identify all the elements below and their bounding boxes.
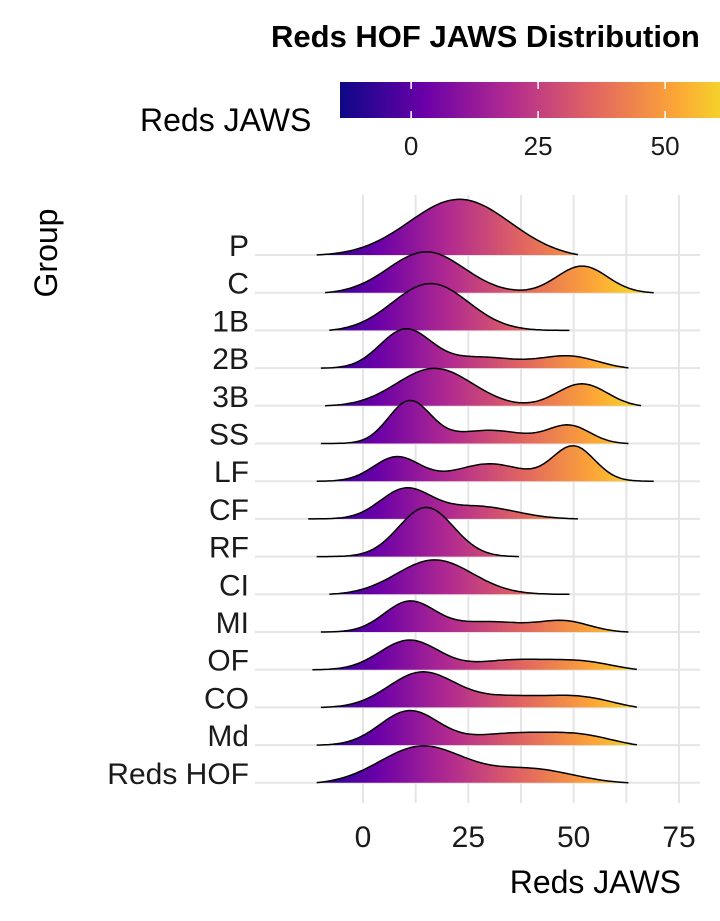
y-tick-label: CF bbox=[209, 494, 249, 527]
colorbar-title: Reds JAWS bbox=[140, 102, 311, 138]
y-tick-label: Md bbox=[207, 720, 249, 753]
ridge-md bbox=[316, 709, 638, 746]
ridge-c bbox=[325, 251, 654, 294]
ridge-of bbox=[312, 639, 637, 671]
ridge-outline bbox=[316, 444, 654, 482]
ridge-outline bbox=[329, 559, 570, 596]
ridge-outline bbox=[320, 328, 629, 369]
y-tick-label: CO bbox=[204, 682, 249, 715]
y-tick-label: Reds HOF bbox=[107, 758, 249, 791]
ridge-outline bbox=[316, 745, 629, 784]
y-tick-label: OF bbox=[207, 645, 249, 678]
ridge-outline bbox=[316, 709, 638, 746]
y-tick-label: SS bbox=[209, 419, 249, 452]
ridge-fill bbox=[320, 671, 637, 708]
ridge-fill bbox=[312, 640, 637, 670]
colorbar-tick-label: 0 bbox=[404, 131, 418, 161]
ridge-fill bbox=[325, 251, 654, 293]
ridge-outline bbox=[329, 282, 570, 332]
ridge-1b bbox=[329, 282, 570, 332]
y-tick-label: 1B bbox=[212, 305, 249, 338]
ridge-rf bbox=[316, 506, 519, 558]
y-tick-label: RF bbox=[209, 532, 249, 565]
ridge-fill bbox=[320, 600, 629, 632]
ridge-fill bbox=[325, 368, 642, 406]
ridge-mi bbox=[320, 600, 629, 633]
chart-title: Reds HOF JAWS Distribution bbox=[271, 19, 700, 54]
y-tick-label: P bbox=[229, 230, 249, 263]
y-tick-label: 3B bbox=[212, 381, 249, 414]
x-tick-label: 75 bbox=[662, 821, 695, 854]
ridge-ss bbox=[320, 399, 629, 445]
ridge-outline bbox=[320, 671, 638, 709]
ridge-outline bbox=[325, 251, 654, 294]
x-axis-title: Reds JAWS bbox=[510, 864, 681, 900]
ridge-3b bbox=[325, 367, 642, 407]
ridge-2b bbox=[320, 328, 629, 369]
ridge-co bbox=[320, 671, 638, 709]
ridge-ci bbox=[329, 559, 570, 596]
x-tick-label: 0 bbox=[355, 821, 372, 854]
ridge-fill bbox=[316, 199, 578, 255]
ridge-outline bbox=[316, 506, 519, 558]
y-axis-title: Group bbox=[28, 209, 64, 298]
ridge-fill bbox=[320, 400, 629, 444]
x-tick-label: 25 bbox=[452, 821, 485, 854]
ridge-fill bbox=[316, 745, 629, 783]
y-tick-label: CI bbox=[219, 569, 249, 602]
ridge-reds-hof bbox=[316, 745, 629, 784]
ridge-fill bbox=[316, 507, 519, 557]
colorbar-tick-label: 50 bbox=[651, 131, 680, 161]
ridge-cf bbox=[308, 487, 578, 520]
colorbar-tick-label: 25 bbox=[524, 131, 553, 161]
ridge-fill bbox=[320, 328, 629, 369]
ridge-outline bbox=[316, 198, 579, 256]
y-tick-label: C bbox=[227, 268, 249, 301]
x-tick-label: 50 bbox=[557, 821, 590, 854]
ridge-fill bbox=[316, 710, 637, 746]
y-tick-label: LF bbox=[214, 456, 249, 489]
y-tick-label: 2B bbox=[212, 343, 249, 376]
ridge-fill bbox=[308, 487, 578, 519]
ridge-outline bbox=[320, 600, 629, 633]
ridge-outline bbox=[308, 487, 578, 520]
ridge-fill bbox=[329, 283, 570, 331]
colorbar-legend: Reds JAWS 0 25 50 bbox=[140, 82, 720, 161]
y-tick-label: MI bbox=[216, 607, 249, 640]
colorbar-gradient bbox=[340, 82, 720, 118]
ridge-outline bbox=[320, 399, 629, 445]
ridge-outline bbox=[312, 639, 637, 671]
ridge-fill bbox=[329, 559, 570, 595]
ridge-outline bbox=[325, 367, 642, 407]
ridge-fill bbox=[316, 445, 654, 482]
ridge-p bbox=[316, 198, 579, 256]
ridge-lf bbox=[316, 444, 654, 482]
